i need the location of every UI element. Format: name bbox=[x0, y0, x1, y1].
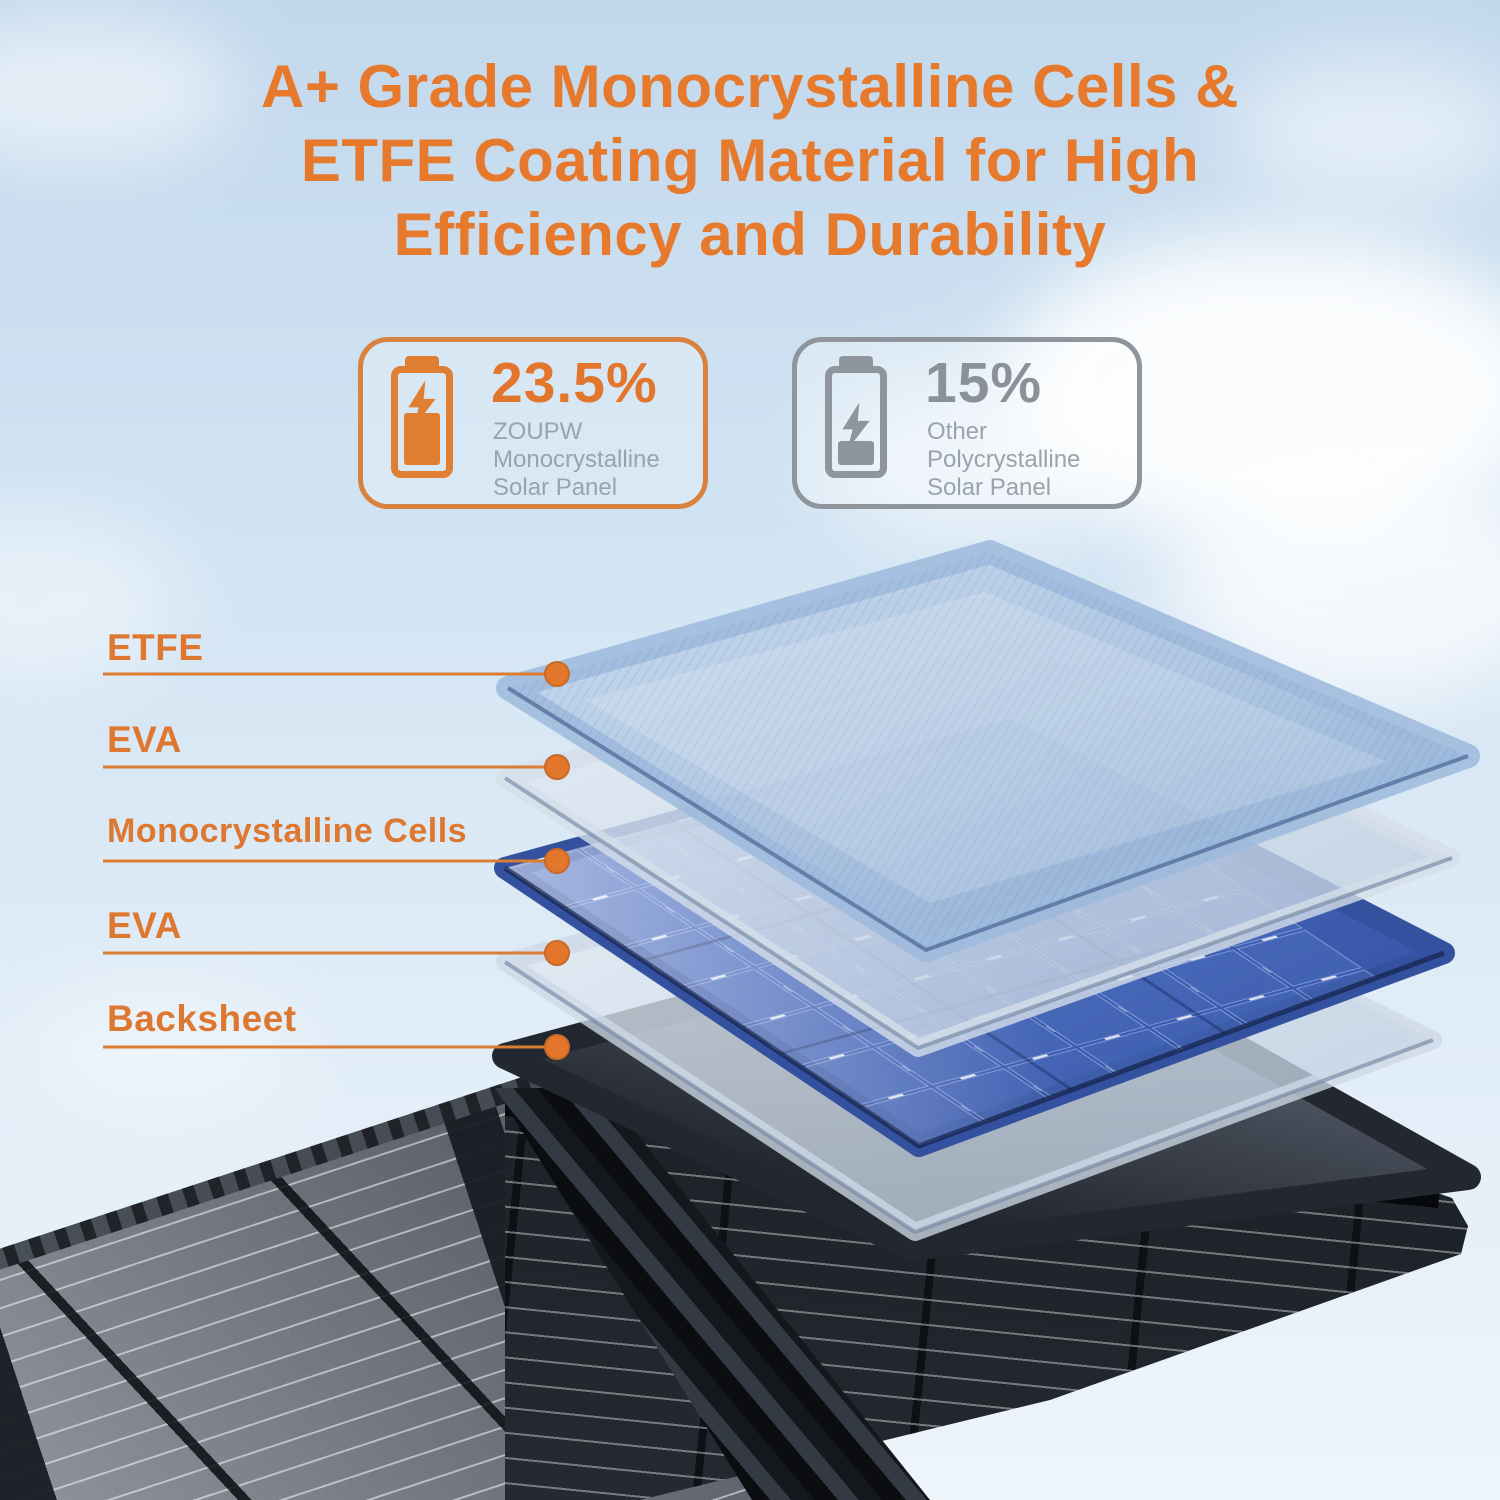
cloud-shape bbox=[20, 985, 300, 1115]
badge-line: Solar Panel bbox=[493, 474, 618, 501]
efficiency-value: 15% bbox=[925, 351, 1043, 415]
lightning-bolt-icon bbox=[842, 402, 870, 450]
badge-line: Monocrystalline bbox=[493, 446, 660, 473]
battery-high-bolt-icon bbox=[391, 356, 453, 478]
efficiency-description: ZOUPW Monocrystalline Solar Panel bbox=[493, 418, 660, 502]
lightning-bolt-icon bbox=[408, 380, 436, 428]
layer-etfe-shape bbox=[496, 540, 1480, 962]
battery-low-bolt-icon bbox=[825, 356, 887, 478]
efficiency-badge-zoupw: 23.5% ZOUPW Monocrystalline Solar Panel bbox=[358, 337, 708, 509]
title-line-1: A+ Grade Monocrystalline Cells & bbox=[261, 53, 1239, 120]
battery-fill-level bbox=[838, 441, 874, 465]
efficiency-value: 23.5% bbox=[491, 351, 658, 415]
layer-label-mono-cells: Monocrystalline Cells bbox=[107, 812, 468, 850]
badge-line: ZOUPW bbox=[493, 418, 583, 445]
efficiency-description: Other Polycrystalline Solar Panel bbox=[927, 418, 1080, 502]
layer-label-etfe: ETFE bbox=[107, 627, 204, 668]
title-line-3: Efficiency and Durability bbox=[393, 201, 1107, 268]
cloud-shape bbox=[1230, 55, 1500, 205]
efficiency-badge-other: 15% Other Polycrystalline Solar Panel bbox=[792, 337, 1142, 509]
title-line-2: ETFE Coating Material for High bbox=[300, 127, 1200, 194]
label-connectors bbox=[103, 672, 546, 1049]
badge-line: Polycrystalline bbox=[927, 446, 1081, 473]
layer-label-eva-top: EVA bbox=[107, 719, 182, 760]
battery-fill-level bbox=[404, 413, 440, 465]
layer-label-backsheet: Backsheet bbox=[107, 998, 297, 1039]
cloud-shape bbox=[830, 375, 1110, 545]
badge-line: Other bbox=[927, 418, 988, 445]
layer-label-eva-bottom: EVA bbox=[107, 905, 182, 946]
label-dots bbox=[544, 661, 570, 1060]
battery-cap bbox=[839, 356, 873, 368]
page-title: A+ Grade Monocrystalline Cells & ETFE Co… bbox=[0, 50, 1500, 272]
badge-line: Solar Panel bbox=[927, 474, 1052, 501]
battery-cap bbox=[405, 356, 439, 368]
